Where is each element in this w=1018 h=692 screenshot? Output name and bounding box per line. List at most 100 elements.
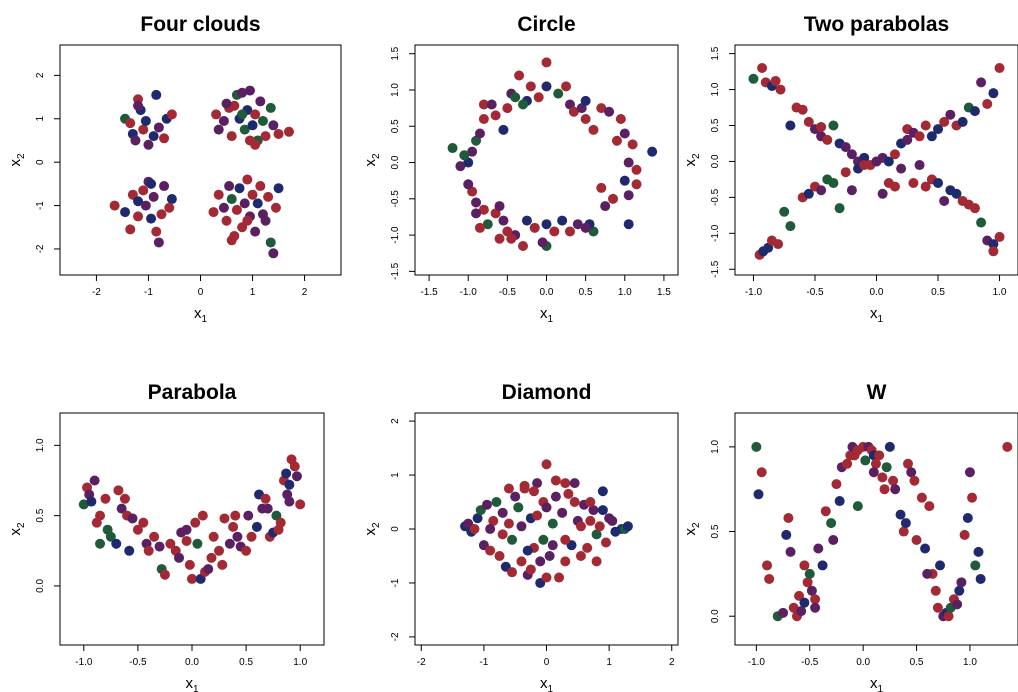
y-axis-label: x2 [682, 153, 702, 167]
data-point [138, 124, 149, 135]
data-point [952, 599, 963, 610]
data-point [561, 81, 572, 92]
data-point [507, 534, 518, 545]
data-point [803, 116, 814, 127]
data-point [250, 109, 261, 120]
x-axis-label-subscript: 1 [547, 684, 553, 692]
x-tick-label: -1 [479, 657, 488, 668]
data-point [181, 524, 192, 535]
data-point [939, 195, 950, 206]
data-point [234, 183, 245, 194]
data-point [810, 602, 821, 613]
y-axis-label-main: x [7, 159, 24, 167]
data-point [494, 550, 505, 561]
x-axis-label: x1 [540, 305, 554, 325]
data-point [834, 496, 845, 507]
data-point [244, 85, 255, 96]
data-point [969, 203, 980, 214]
x-axis-label: x1 [870, 305, 884, 325]
data-point [250, 226, 261, 237]
data-point [802, 577, 813, 588]
data-point [779, 206, 790, 217]
data-point [289, 461, 300, 472]
data-point [994, 231, 1005, 242]
data-point [623, 219, 634, 230]
y-tick-label: 1.5 [710, 46, 721, 60]
data-point [924, 501, 935, 512]
x-tick-label: 0.5 [239, 657, 253, 668]
data-point [889, 181, 900, 192]
data-point [208, 531, 219, 542]
data-point [831, 479, 842, 490]
y-tick-label: 0.0 [390, 155, 401, 169]
data-point [467, 146, 478, 157]
data-point [828, 120, 839, 131]
data-point [138, 185, 149, 196]
data-point [95, 510, 106, 521]
data-point [900, 518, 911, 529]
data-point [262, 503, 273, 514]
data-point [611, 135, 622, 146]
data-point [920, 120, 931, 131]
data-point [550, 475, 561, 486]
y-axis-label-subscript: 2 [691, 153, 702, 159]
data-point [187, 573, 197, 584]
data-point [507, 567, 518, 578]
data-point [149, 531, 160, 542]
data-point [568, 106, 579, 117]
data-point [541, 459, 552, 470]
y-tick-label: -1.0 [710, 224, 721, 242]
data-point [497, 529, 508, 540]
data-point [994, 63, 1005, 73]
y-tick-label: 2 [390, 418, 401, 424]
data-point [455, 161, 466, 172]
data-point [877, 188, 888, 199]
data-point [219, 513, 230, 524]
data-point [197, 510, 208, 521]
data-point [146, 178, 157, 189]
y-tick-label: -1.5 [390, 262, 401, 280]
data-point [547, 518, 558, 529]
y-axis-label-main: x [682, 159, 699, 167]
x-tick-label: 2 [302, 287, 308, 298]
y-tick-label: -2 [35, 244, 46, 253]
data-point [748, 73, 759, 84]
data-point [544, 550, 555, 561]
data-point [956, 577, 967, 588]
data-point [860, 455, 871, 466]
x-axis-label-subscript: 1 [547, 314, 553, 325]
data-point [494, 201, 505, 212]
data-point [933, 124, 944, 135]
data-point [260, 493, 271, 504]
data-point [902, 134, 913, 145]
data-point [920, 543, 931, 554]
data-point [939, 116, 950, 127]
plot-frame [59, 44, 342, 276]
data-point [95, 538, 106, 549]
data-point [525, 81, 536, 92]
data-point [231, 204, 242, 215]
y-axis-label-main: x [7, 528, 24, 536]
data-point [951, 188, 962, 199]
data-point [143, 139, 154, 150]
data-point [497, 507, 508, 518]
data-point [206, 552, 217, 563]
x-axis-label-subscript: 1 [877, 684, 883, 692]
data-point [229, 100, 240, 111]
x-tick-label: 0.0 [185, 657, 199, 668]
data-point [472, 513, 483, 524]
x-tick-label: 1 [250, 287, 256, 298]
data-point [226, 194, 237, 205]
x-tick-label: 0.0 [540, 287, 554, 298]
data-point [208, 207, 219, 218]
data-point [247, 120, 258, 131]
data-point [817, 560, 828, 571]
x-axis-label: x1 [540, 675, 554, 692]
data-point [647, 146, 658, 157]
data-point [806, 585, 817, 596]
data-point [585, 515, 596, 526]
data-point [575, 550, 586, 561]
y-axis-label: x2 [7, 522, 27, 536]
data-point [842, 458, 853, 469]
